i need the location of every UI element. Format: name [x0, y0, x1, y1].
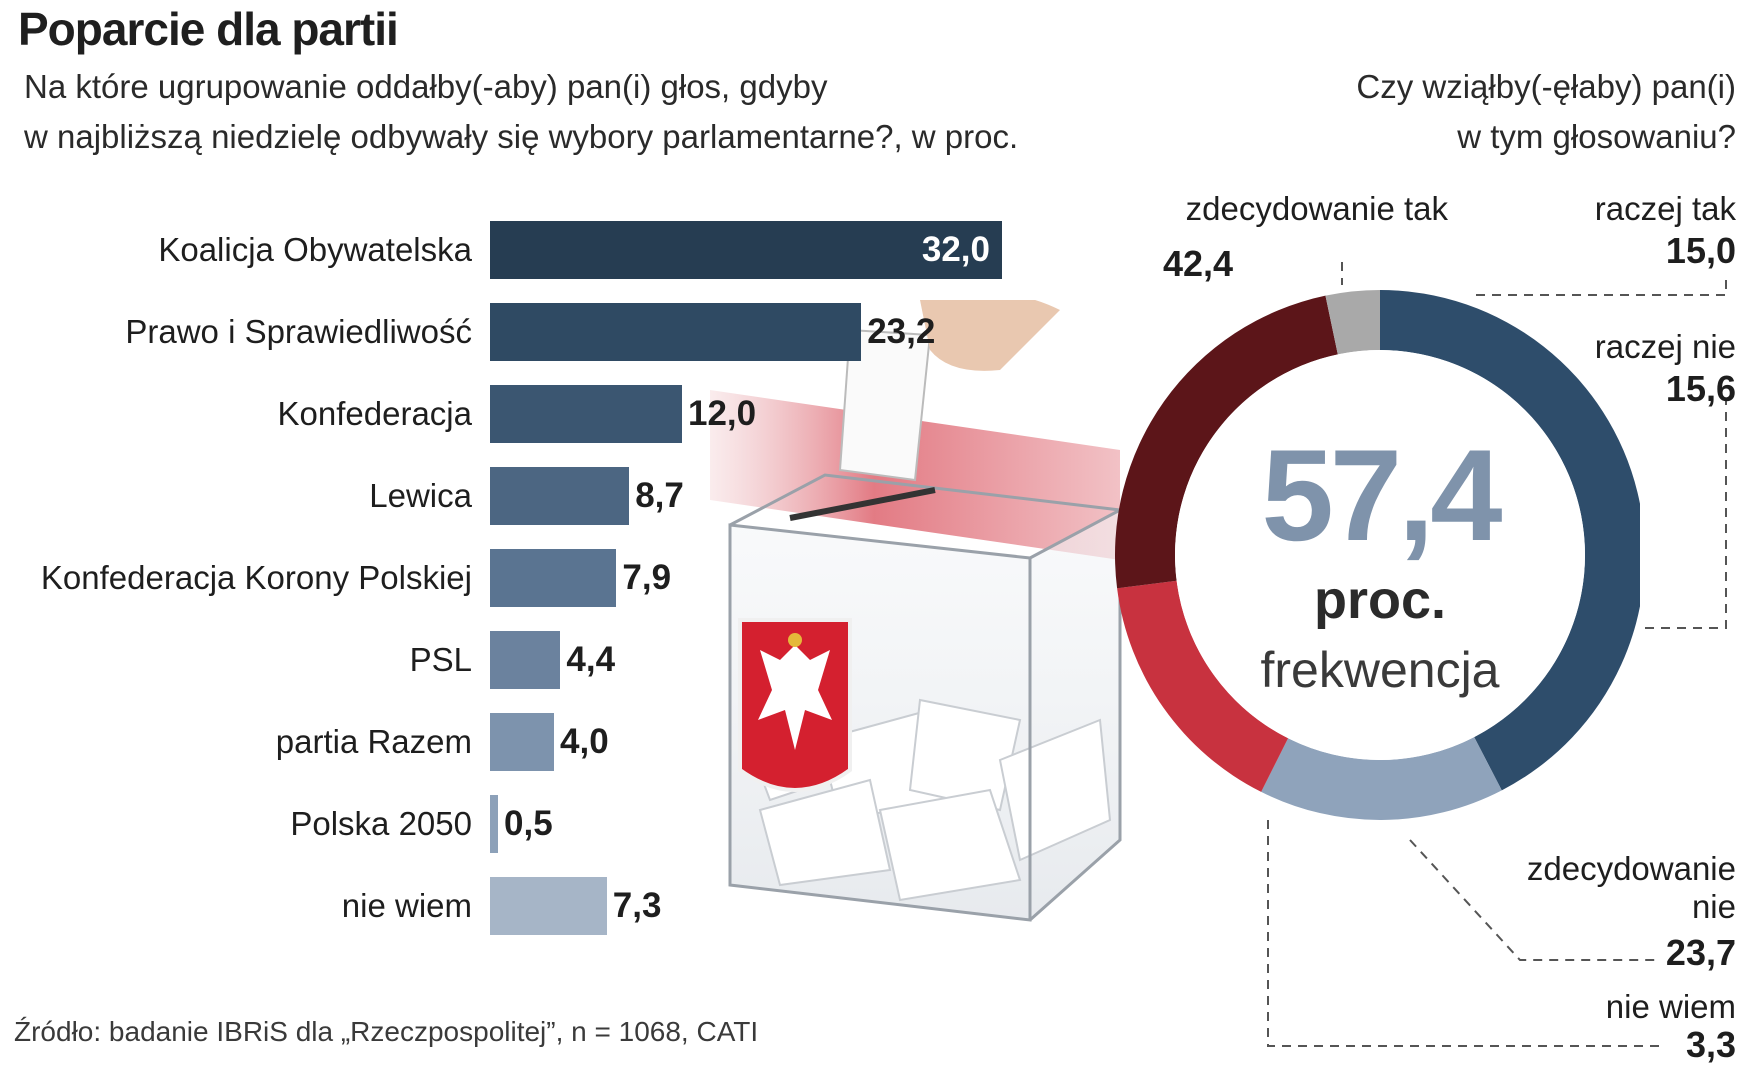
donut-slice — [1117, 580, 1289, 792]
bar-value-label: 4,0 — [560, 722, 609, 761]
bar-label: nie wiem — [341, 887, 472, 924]
bar — [490, 713, 554, 771]
donut-hole — [1175, 350, 1585, 760]
turnout-unit: proc. — [1313, 570, 1447, 630]
ring-label-zdecydowanie-nie: zdecydowanie nie — [1526, 850, 1736, 925]
turnout-value: 57,4 — [1261, 422, 1502, 568]
bar-value-label: 4,4 — [566, 640, 616, 679]
bar — [490, 221, 1002, 279]
donut-slice — [1325, 290, 1380, 355]
ballot-box-icon — [710, 300, 1122, 922]
bar-label: PSL — [409, 641, 472, 678]
ring-label-raczej-tak: raczej tak — [1594, 190, 1736, 227]
bar-value-label: 7,9 — [622, 558, 672, 597]
ring-value-nie-wiem: 3,3 — [1685, 1024, 1736, 1065]
turnout-caption: frekwencja — [1260, 642, 1500, 698]
donut-slice — [1261, 737, 1502, 820]
ring-value-raczej-nie: 15,6 — [1665, 368, 1736, 409]
bar — [490, 303, 862, 361]
bar-label: Lewica — [369, 477, 472, 514]
bar — [490, 385, 682, 443]
bar-value-label: 23,2 — [867, 312, 936, 351]
turnout-question: Czy wziąłby(-ęłaby) pan(i) w tym głosowa… — [1176, 62, 1736, 162]
bar — [490, 549, 617, 607]
question-line-2: w tym głosowaniu? — [1457, 118, 1736, 155]
bar-label: partia Razem — [275, 723, 472, 760]
bar — [490, 877, 607, 935]
ring-label-raczej-nie: raczej nie — [1594, 328, 1736, 365]
bar-value-label: 0,5 — [504, 804, 553, 843]
bar — [490, 631, 561, 689]
bar-label: Prawo i Sprawiedliwość — [125, 313, 472, 350]
bar-label: Koalicja Obywatelska — [158, 231, 472, 268]
subtitle-line-2: w najbliższą niedzielę odbywały się wybo… — [24, 118, 1019, 155]
donut-slice — [1380, 290, 1640, 791]
ring-label-zdecydowanie-tak: zdecydowanie tak — [1185, 190, 1448, 227]
donut-slice — [1115, 295, 1338, 589]
bar-value-label: 12,0 — [688, 394, 757, 433]
ring-value-zdecydowanie-tak: 42,4 — [1163, 243, 1234, 284]
ring-value-zdecydowanie-nie: 23,7 — [1665, 932, 1736, 973]
question-line-1: Czy wziąłby(-ęłaby) pan(i) — [1356, 68, 1736, 105]
bar-value-label: 32,0 — [921, 230, 990, 269]
bar-label: Konfederacja — [277, 395, 472, 432]
ring-value-raczej-tak: 15,0 — [1665, 230, 1736, 271]
subtitle-line-1: Na które ugrupowanie oddałby(-aby) pan(i… — [24, 68, 828, 105]
bar-label: Polska 2050 — [290, 805, 472, 842]
bar — [490, 467, 630, 525]
bar — [490, 795, 498, 853]
chart-subtitle: Na które ugrupowanie oddałby(-aby) pan(i… — [24, 62, 1144, 162]
bar-value-label: 7,3 — [612, 886, 662, 925]
source-note: Źródło: badanie IBRiS dla „Rzeczpospolit… — [14, 1016, 759, 1047]
bar-value-label: 8,7 — [635, 476, 684, 515]
turnout-donut — [1115, 290, 1640, 820]
chart-title: Poparcie dla partii — [18, 3, 399, 55]
bar-label: Konfederacja Korony Polskiej — [40, 559, 472, 596]
ring-label-nie-wiem: nie wiem — [1605, 988, 1736, 1025]
